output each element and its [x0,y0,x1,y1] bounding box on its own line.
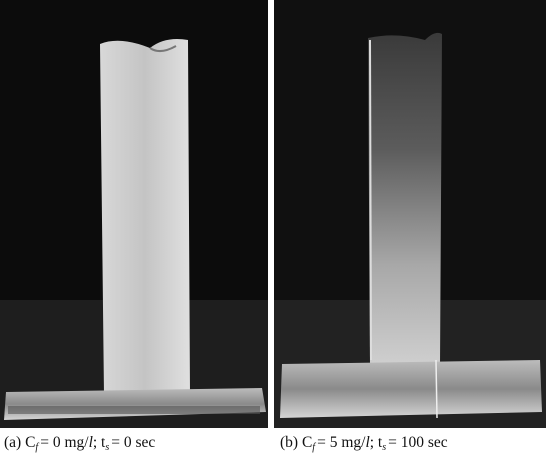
caption-text: = 0 mg/ [40,434,89,451]
caption-text: ; t [369,434,383,451]
caption-text: ; t [92,434,106,451]
caption-text: = 0 sec [111,434,156,451]
caption-sub: s [382,442,387,453]
caption: (b) Cf = 5 mg/l; ts = 100 sec [280,434,448,453]
caption-sub: s [105,442,110,453]
photos [0,0,546,428]
caption-sub: f [35,442,39,453]
caption-text: (a) C [4,434,36,451]
caption-text: (b) C [280,434,313,451]
caption-text: = 100 sec [388,434,448,451]
photo-a [0,0,268,428]
caption-italic: l [88,434,93,451]
caption: (a) Cf = 0 mg/l; ts = 0 sec [4,434,155,453]
caption-sub: f [312,442,316,453]
photo-b [274,0,546,428]
caption-text: = 5 mg/ [317,434,366,451]
caption-italic: l [365,434,370,451]
